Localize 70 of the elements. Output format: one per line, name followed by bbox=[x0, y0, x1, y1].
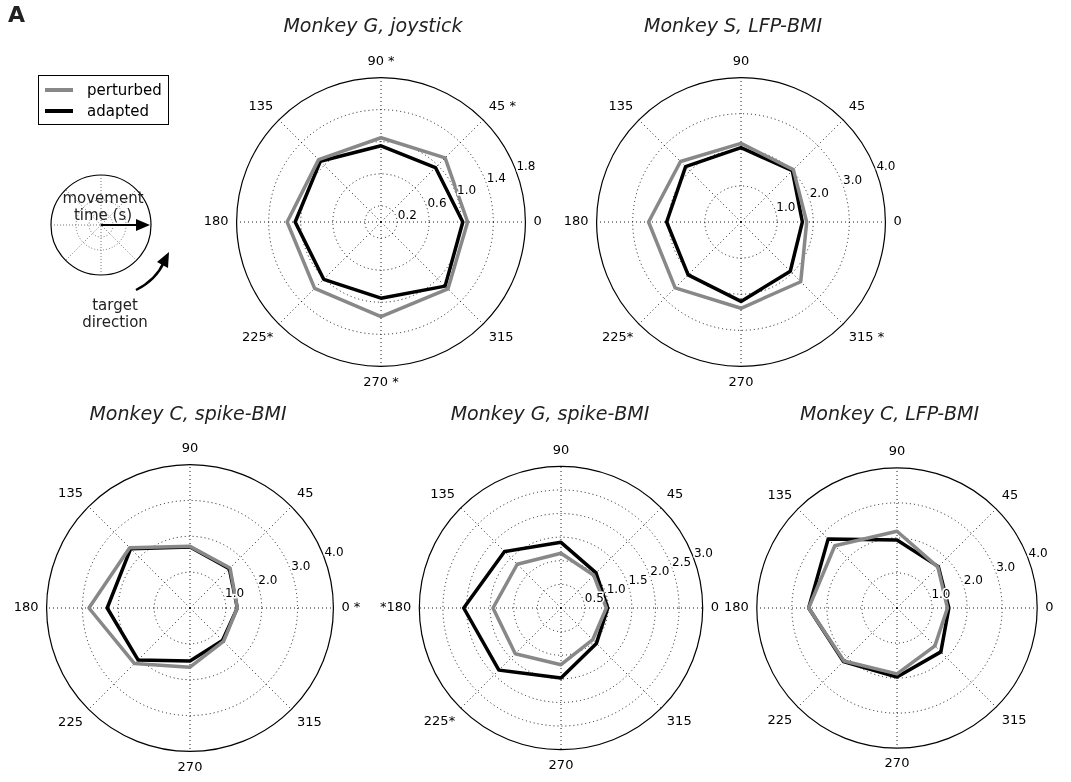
spoke-label: 90 * bbox=[367, 53, 396, 69]
spoke-label: *180 bbox=[379, 599, 412, 615]
text: target direction bbox=[81, 296, 149, 331]
text: movement time (s) bbox=[61, 189, 145, 224]
spoke-label: 270 bbox=[548, 756, 574, 772]
spoke-label: 90 bbox=[888, 443, 906, 459]
spoke-label: 135 bbox=[767, 486, 793, 502]
spoke-label: 135 bbox=[430, 485, 456, 501]
spoke-label: 0 bbox=[893, 213, 902, 229]
spoke-label: 180 bbox=[13, 599, 39, 615]
spoke-label: 315 * bbox=[848, 328, 885, 344]
y-tick-label: 4.0 bbox=[1028, 546, 1048, 561]
spoke-label: 270 bbox=[884, 755, 910, 771]
y-tick-label: 2.0 bbox=[963, 573, 983, 588]
spoke-label: 180 bbox=[563, 213, 589, 229]
y-tick-label: 1.4 bbox=[486, 171, 506, 186]
chart-title: Monkey G, spike-BMI bbox=[449, 402, 651, 424]
y-tick-label: 1.8 bbox=[516, 158, 536, 173]
text: A bbox=[8, 2, 27, 27]
chart-title: Monkey C, LFP-BMI bbox=[798, 402, 981, 424]
spoke-label: 135 bbox=[58, 484, 83, 500]
y-tick-label: 0.2 bbox=[397, 207, 417, 222]
spoke-label: 90 bbox=[732, 53, 750, 69]
spoke-label: 270 bbox=[728, 373, 754, 389]
spoke-label: 315 bbox=[666, 713, 692, 729]
chart-title: Monkey S, LFP-BMI bbox=[643, 14, 823, 36]
chart-title: Monkey C, spike-BMI bbox=[88, 402, 288, 424]
y-tick-label: 1.5 bbox=[628, 573, 648, 588]
spoke-label: 45 * bbox=[488, 97, 517, 113]
spoke-label: 90 bbox=[181, 440, 199, 456]
y-tick-label: 1.0 bbox=[457, 183, 477, 198]
y-tick-label: 3.0 bbox=[291, 558, 311, 573]
y-tick-label: 2.5 bbox=[672, 554, 692, 569]
spoke-label: 315 bbox=[297, 714, 322, 730]
spoke-label: 0 bbox=[1045, 599, 1054, 615]
spoke-label: 0 bbox=[533, 213, 542, 229]
y-tick-label: 0.6 bbox=[427, 195, 447, 210]
spoke-label: 135 bbox=[248, 97, 274, 113]
spoke-label: 135 bbox=[608, 97, 634, 113]
chart-title: Monkey G, joystick bbox=[282, 14, 464, 36]
y-tick-label: 2.0 bbox=[650, 563, 670, 578]
y-tick-label: 3.0 bbox=[693, 545, 713, 560]
spoke-label: 180 bbox=[723, 599, 749, 615]
spoke-label: 0 * bbox=[341, 599, 361, 615]
spoke-label: 315 bbox=[488, 328, 514, 344]
spoke-label: 45 bbox=[666, 485, 684, 501]
y-tick-label: 4.0 bbox=[876, 158, 896, 173]
legend-label: perturbed bbox=[87, 80, 162, 99]
spoke-label: 225 bbox=[767, 711, 793, 727]
y-tick-label: 2.0 bbox=[258, 572, 278, 587]
y-tick-label: 3.0 bbox=[996, 559, 1016, 574]
spoke-label: 45 bbox=[1001, 486, 1019, 502]
spoke-label: 225* bbox=[241, 328, 274, 344]
spoke-label: 45 bbox=[297, 484, 314, 500]
spoke-label: 225* bbox=[423, 713, 456, 729]
spoke-label: 90 bbox=[552, 441, 570, 457]
spoke-label: 180 bbox=[203, 213, 229, 229]
y-tick-label: 2.0 bbox=[809, 186, 829, 201]
spoke-label: 225 bbox=[58, 714, 83, 730]
spoke-label: 270 * bbox=[363, 373, 400, 389]
spoke-label: 45 bbox=[848, 97, 866, 113]
spoke-label: 0 bbox=[710, 599, 719, 615]
y-tick-label: 3.0 bbox=[843, 172, 863, 187]
y-tick-label: 1.0 bbox=[776, 200, 796, 215]
y-tick-label: 4.0 bbox=[324, 545, 344, 560]
spoke-label: 270 bbox=[177, 758, 203, 774]
legend-label: adapted bbox=[87, 101, 150, 120]
y-tick-label: 1.0 bbox=[606, 582, 626, 597]
spoke-label: 315 bbox=[1001, 711, 1027, 727]
spoke-label: 225* bbox=[601, 328, 634, 344]
